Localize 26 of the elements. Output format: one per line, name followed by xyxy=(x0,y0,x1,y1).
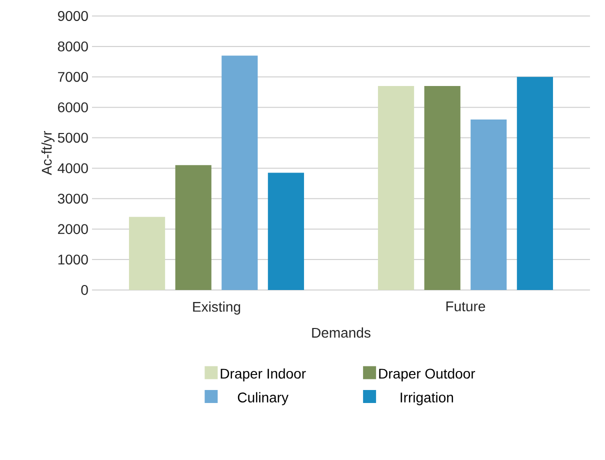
bar xyxy=(424,86,460,290)
x-axis-title: Demands xyxy=(312,327,370,338)
y-tick-label: 5000 xyxy=(58,132,88,143)
bar xyxy=(470,120,507,290)
legend-label: Draper Outdoor xyxy=(379,368,476,382)
y-tick-label: 7000 xyxy=(58,72,88,82)
bar xyxy=(378,86,414,290)
legend-label: Culinary xyxy=(238,392,289,406)
y-tick-label: 2000 xyxy=(58,224,88,234)
y-tick-label: 0 xyxy=(81,285,88,295)
y-axis-title: Ac-ft/yr xyxy=(41,131,54,176)
y-tick-label: 1000 xyxy=(58,254,88,265)
legend-label: Draper Indoor xyxy=(220,368,306,382)
y-tick-label: 3000 xyxy=(58,194,88,204)
x-tick-label: Existing xyxy=(193,302,240,315)
bar xyxy=(516,76,554,290)
y-tick-label: 8000 xyxy=(58,41,88,52)
y-tick-label: 9000 xyxy=(58,11,88,21)
bar xyxy=(222,56,258,290)
y-tick-label: 4000 xyxy=(58,163,88,174)
bar xyxy=(175,165,212,290)
x-tick-label: Future xyxy=(446,302,486,312)
bar xyxy=(128,216,166,290)
legend-label: Irrigation xyxy=(400,392,454,406)
y-tick-label: 6000 xyxy=(58,102,88,112)
bar xyxy=(268,172,304,290)
